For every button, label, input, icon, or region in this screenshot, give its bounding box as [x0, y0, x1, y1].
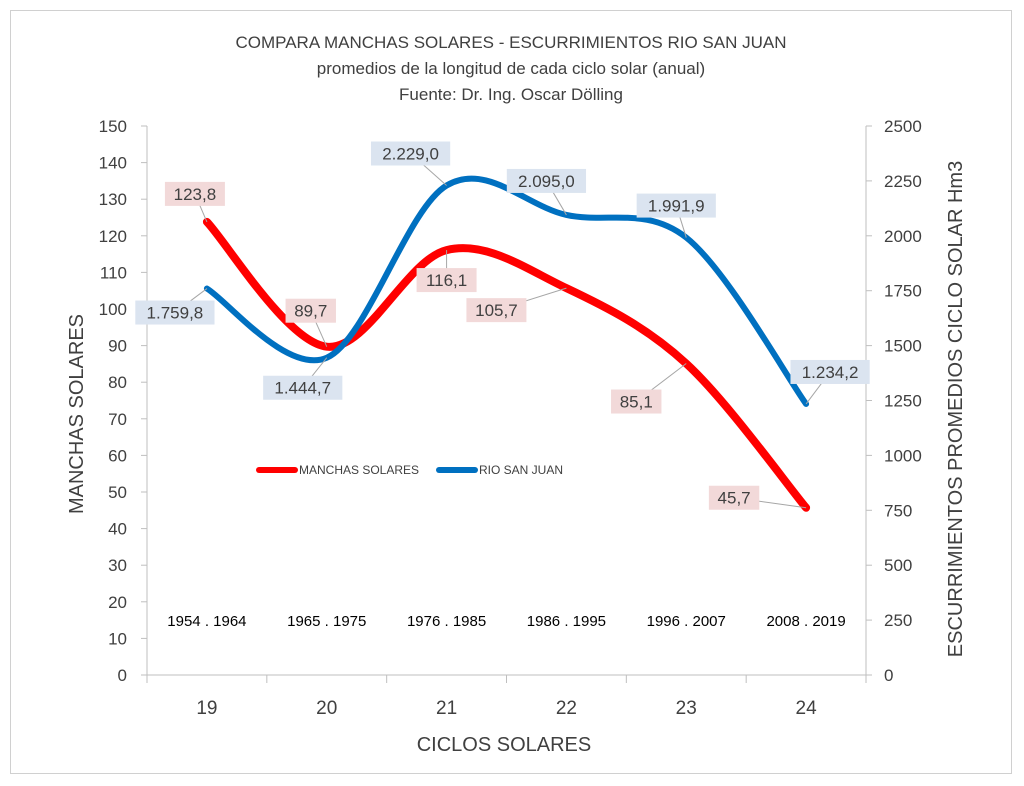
y-tick-label-left: 140 [99, 154, 127, 173]
y-tick-label-left: 110 [100, 263, 127, 282]
period-label: 2008 . 2019 [766, 613, 845, 630]
y-tick-label-left: 20 [108, 593, 127, 612]
data-label-box [708, 485, 760, 510]
x-tick-label: 19 [196, 698, 217, 719]
y-tick-label-right: 1500 [884, 337, 922, 356]
y-tick-label-right: 750 [884, 501, 912, 520]
chart-subtitle: promedios de la longitud de cada ciclo s… [317, 59, 705, 78]
y-tick-label-left: 30 [108, 556, 127, 575]
y-tick-label-left: 0 [118, 666, 127, 685]
data-label-sunspots: 116,1 [426, 271, 467, 290]
legend: MANCHAS SOLARES RIO SAN JUAN [256, 463, 563, 477]
y-tick-label-left: 120 [99, 227, 127, 246]
y-tick-label-left: 60 [108, 446, 127, 465]
x-tick-label: 21 [436, 698, 457, 719]
period-label: 1965 . 1975 [287, 613, 366, 630]
x-axis-title: CICLOS SOLARES [417, 734, 592, 756]
x-tick-label: 24 [796, 698, 818, 719]
y-tick-label-right: 2500 [884, 117, 922, 136]
data-label-river: 1.444,7 [274, 379, 331, 398]
data-label-box [370, 141, 451, 166]
data-label-box [611, 389, 662, 414]
data-label-box [790, 359, 870, 384]
y-tick-label-left: 70 [108, 410, 127, 429]
data-label-box [636, 193, 716, 218]
y-tick-label-right: 250 [884, 611, 912, 630]
data-label-box [135, 300, 215, 325]
period-label: 1954 . 1964 [167, 613, 246, 630]
y-tick-label-left: 10 [108, 629, 127, 648]
chart-svg: COMPARA MANCHAS SOLARES - ESCURRIMIENTOS… [66, 33, 967, 756]
chart-source: Fuente: Dr. Ing. Oscar Dölling [399, 85, 623, 104]
y-tick-label-right: 1250 [884, 392, 922, 411]
data-label-sunspots: 85,1 [620, 393, 653, 412]
legend-label: RIO SAN JUAN [479, 463, 563, 477]
y-axis-title-right: ESCURRIMIENTOS PROMEDIOS CICLO SOLAR Hm3 [945, 161, 967, 657]
y-tick-label-right: 2000 [884, 227, 922, 246]
y-tick-label-left: 100 [99, 300, 127, 319]
legend-label: MANCHAS SOLARES [299, 463, 419, 477]
y-tick-label-left: 90 [108, 337, 127, 356]
data-label-river: 1.991,9 [648, 197, 705, 216]
y-tick-label-right: 2250 [884, 172, 922, 191]
data-label-box [164, 181, 225, 206]
data-label-river: 1.759,8 [147, 304, 204, 323]
period-labels: 1954 . 1964 1965 . 1975 1976 . 1985 1986 . … [167, 613, 845, 630]
x-tick-label: 20 [316, 698, 337, 719]
y-tick-label-right: 1000 [884, 446, 922, 465]
y-tick-label-left: 130 [99, 190, 127, 209]
data-label-box [506, 168, 587, 193]
data-label-river: 2.095,0 [518, 172, 575, 191]
series-line-sunspots [202, 217, 811, 512]
series-line-river [203, 175, 810, 407]
data-label-box [263, 375, 343, 400]
period-label: 1976 . 1985 [407, 613, 486, 630]
y-tick-label-left: 80 [108, 373, 127, 392]
data-label-sunspots: 105,7 [475, 301, 518, 320]
data-label-sunspots: 89,7 [294, 302, 327, 321]
data-label-box [285, 298, 336, 323]
period-label: 1986 . 1995 [527, 613, 606, 630]
data-labels: 123,8 89,7 116,1 105,7 85,1 45,7 1.759,8 1.444,… [135, 141, 870, 510]
y-axis-title-left: MANCHAS SOLARES [66, 314, 88, 514]
data-label-river: 2.229,0 [382, 145, 439, 164]
y-tick-label-left: 50 [108, 483, 127, 502]
data-label-river: 1.234,2 [802, 363, 859, 382]
x-tick-label: 22 [556, 698, 577, 719]
data-label-sunspots: 123,8 [174, 185, 217, 204]
x-tick-label: 23 [676, 698, 697, 719]
series-lines [202, 175, 811, 512]
y-tick-label-left: 40 [108, 520, 127, 539]
y-tick-label-right: 500 [884, 556, 912, 575]
chart-frame: COMPARA MANCHAS SOLARES - ESCURRIMIENTOS… [10, 10, 1012, 774]
data-label-box [416, 268, 477, 293]
y-tick-label-left: 150 [99, 117, 127, 136]
chart-title: COMPARA MANCHAS SOLARES - ESCURRIMIENTOS… [235, 33, 786, 52]
data-label-sunspots: 45,7 [718, 489, 751, 508]
data-label-box [466, 298, 527, 323]
period-label: 1996 . 2007 [647, 613, 726, 630]
y-tick-label-right: 0 [884, 666, 893, 685]
y-tick-label-right: 1750 [884, 282, 922, 301]
axes: 0102030405060708090100110120130140150025… [99, 117, 922, 719]
